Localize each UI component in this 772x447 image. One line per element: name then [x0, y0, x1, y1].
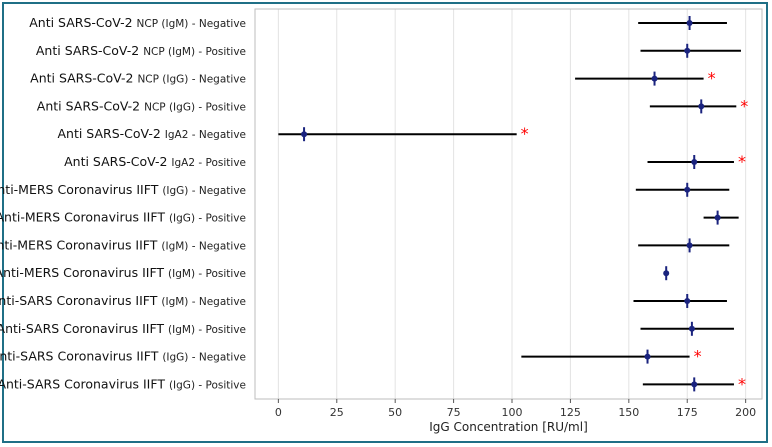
category-label-main: Anti-MERS Coronavirus IIFT — [0, 265, 168, 280]
x-tick-label: 0 — [275, 406, 282, 419]
data-point — [714, 214, 721, 221]
data-point — [698, 103, 705, 110]
x-tick-label: 150 — [618, 406, 639, 419]
x-tick-label: 100 — [502, 406, 523, 419]
x-axis-label: IgG Concentration [RU/ml] — [429, 420, 588, 434]
category-label: Anti-SARS Coronavirus IIFT (IgM) - Negat… — [0, 293, 246, 308]
category-label-main: Anti SARS-CoV-2 — [57, 126, 164, 141]
figure-frame — [2, 2, 768, 443]
significance-marker: * — [740, 96, 748, 115]
category-label: Anti-MERS Coronavirus IIFT (IgM) - Negat… — [0, 237, 246, 252]
category-labels: Anti SARS-CoV-2 NCP (IgM) - NegativeAnti… — [0, 15, 246, 391]
category-label-main: Anti-SARS Coronavirus IIFT — [0, 376, 169, 391]
data-point — [684, 47, 691, 54]
x-tick-label: 200 — [735, 406, 756, 419]
category-label: Anti-SARS Coronavirus IIFT (IgG) - Negat… — [0, 349, 246, 364]
category-label-main: Anti SARS-CoV-2 — [36, 43, 143, 58]
x-ticks: 0 25 50 75 100 125 150 175 200 — [275, 399, 756, 419]
data-point — [688, 325, 695, 332]
category-label-main: Anti SARS-CoV-2 — [64, 154, 171, 169]
category-label-main: Anti-MERS Coronavirus IIFT — [0, 210, 169, 225]
category-label-sub: (IgG) - Positive — [169, 213, 246, 225]
category-label-sub: IgA2 - Positive — [171, 157, 246, 169]
category-label-main: Anti SARS-CoV-2 — [30, 71, 137, 86]
grid-layer — [277, 9, 747, 399]
category-label-main: Anti-SARS Coronavirus IIFT — [0, 321, 168, 336]
category-label-main: Anti-MERS Coronavirus IIFT — [0, 182, 162, 197]
data-point — [651, 75, 658, 82]
category-label-sub: (IgG) - Negative — [162, 352, 246, 364]
significance-marker: * — [738, 374, 746, 393]
category-label: Anti SARS-CoV-2 NCP (IgG) - Negative — [30, 71, 246, 86]
data-point — [663, 270, 670, 277]
category-label: Anti SARS-CoV-2 NCP (IgM) - Positive — [36, 43, 246, 58]
plot-area — [254, 8, 763, 400]
data-point — [686, 242, 693, 249]
category-label-sub: (IgM) - Positive — [168, 268, 246, 280]
category-label: Anti-SARS Coronavirus IIFT (IgM) - Posit… — [0, 321, 246, 336]
x-tick-label: 25 — [330, 406, 344, 419]
category-label: Anti-MERS Coronavirus IIFT (IgM) - Posit… — [0, 265, 246, 280]
category-label: Anti-MERS Coronavirus IIFT (IgG) - Negat… — [0, 182, 246, 197]
x-tick-label: 125 — [560, 406, 581, 419]
data-point — [684, 186, 691, 193]
category-label-sub: (IgG) - Negative — [162, 185, 246, 197]
category-label-sub: (IgM) - Negative — [161, 240, 246, 252]
category-label: Anti SARS-CoV-2 NCP (IgM) - Negative — [29, 15, 246, 30]
category-label-main: Anti-MERS Coronavirus IIFT — [0, 237, 161, 252]
category-label-main: Anti SARS-CoV-2 — [37, 98, 144, 113]
category-label-sub: (IgM) - Negative — [161, 296, 246, 308]
category-label-sub: (IgG) - Positive — [169, 379, 246, 391]
category-label: Anti-MERS Coronavirus IIFT (IgG) - Posit… — [0, 210, 246, 225]
data-point — [691, 381, 698, 388]
category-label-sub: (IgM) - Positive — [168, 324, 246, 336]
category-label-sub: NCP (IgM) - Positive — [143, 46, 246, 58]
category-label-sub: NCP (IgM) - Negative — [137, 18, 246, 30]
category-label: Anti SARS-CoV-2 IgA2 - Positive — [64, 154, 246, 169]
category-label: Anti-SARS Coronavirus IIFT (IgG) - Posit… — [0, 376, 246, 391]
significance-marker: * — [708, 69, 716, 88]
data-marks: * * * * * * — [278, 16, 748, 393]
data-point — [686, 20, 693, 26]
category-label-main: Anti-SARS Coronavirus IIFT — [0, 349, 162, 364]
category-label-sub: NCP (IgG) - Negative — [137, 74, 246, 86]
significance-marker: * — [738, 152, 746, 171]
data-point — [301, 131, 308, 138]
x-tick-label: 50 — [388, 406, 402, 419]
category-label-sub: NCP (IgG) - Positive — [144, 101, 246, 113]
significance-marker: * — [521, 124, 529, 143]
category-label-sub: IgA2 - Negative — [165, 129, 246, 141]
data-point — [691, 159, 698, 165]
data-point — [644, 353, 651, 360]
x-tick-label: 75 — [447, 406, 461, 419]
x-tick-label: 175 — [677, 406, 698, 419]
category-label-main: Anti-SARS Coronavirus IIFT — [0, 293, 161, 308]
category-label: Anti SARS-CoV-2 NCP (IgG) - Positive — [37, 98, 246, 113]
data-point — [684, 298, 691, 304]
category-label-main: Anti SARS-CoV-2 — [29, 15, 136, 30]
category-label: Anti SARS-CoV-2 IgA2 - Negative — [57, 126, 246, 141]
significance-marker: * — [694, 347, 702, 366]
